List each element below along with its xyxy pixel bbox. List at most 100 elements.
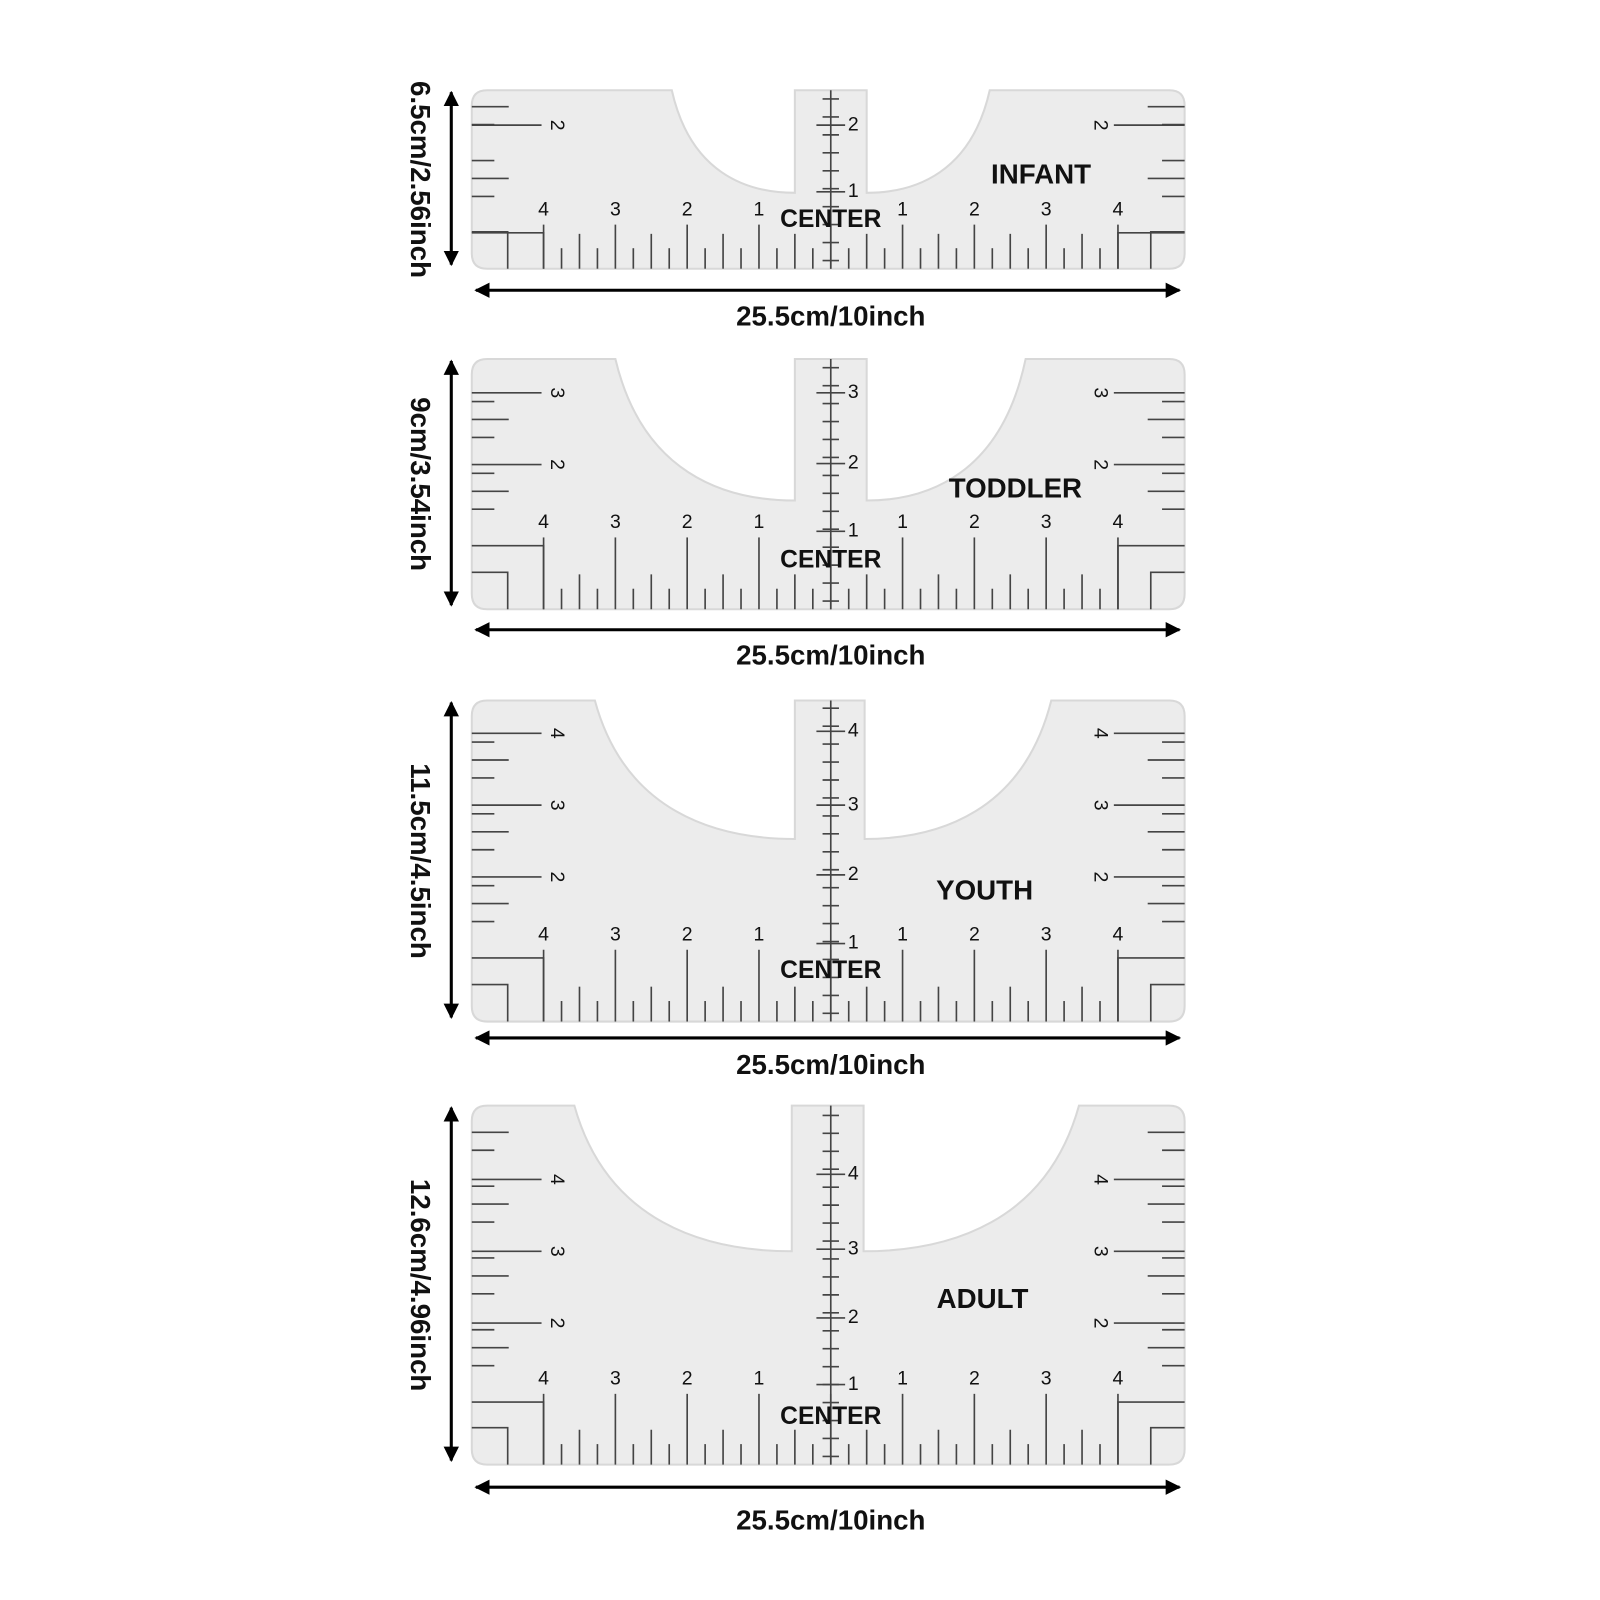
height-label: 9cm/3.54inch bbox=[405, 397, 436, 571]
corner-bracket bbox=[1149, 983, 1185, 1022]
corner-bracket bbox=[1149, 230, 1185, 269]
scale-number: 1 bbox=[897, 198, 908, 220]
scale-number: 4 bbox=[1113, 1368, 1124, 1390]
height-label: 11.5cm/4.5inch bbox=[405, 763, 436, 958]
scale-number: 4 bbox=[538, 924, 549, 946]
center-number: 1 bbox=[848, 180, 859, 202]
side-number: 3 bbox=[546, 800, 568, 811]
scale-number: 1 bbox=[754, 1368, 765, 1390]
scale-number: 4 bbox=[1113, 924, 1124, 946]
center-number: 3 bbox=[848, 1237, 859, 1259]
corner-bracket bbox=[1117, 957, 1185, 1022]
scale-number: 3 bbox=[1041, 198, 1052, 220]
side-number: 3 bbox=[1089, 1246, 1111, 1257]
side-number: 2 bbox=[546, 1318, 568, 1329]
center-label: CENTER bbox=[780, 206, 881, 233]
size-name: ADULT bbox=[937, 1283, 1029, 1314]
center-number: 4 bbox=[848, 1162, 859, 1184]
center-number: 1 bbox=[848, 932, 859, 954]
scale-number: 1 bbox=[754, 511, 765, 533]
scale-number: 1 bbox=[897, 511, 908, 533]
width-label: 25.5cm/10inch bbox=[736, 640, 925, 671]
center-label: CENTER bbox=[780, 1403, 881, 1430]
ruler: 4 4 3 3 2 2 1 2 3 4 4 3 2 1 1 2 3 4 CENTER ADULT 12.6cm/4.96… bbox=[405, 1104, 1186, 1535]
center-number: 4 bbox=[848, 719, 859, 741]
center-label: CENTER bbox=[780, 957, 881, 984]
scale-number: 4 bbox=[1113, 198, 1124, 220]
ruler-body bbox=[470, 699, 1186, 1023]
scale-number: 2 bbox=[682, 511, 693, 533]
scale-number: 2 bbox=[682, 198, 693, 220]
scale-number: 3 bbox=[1041, 924, 1052, 946]
width-label: 25.5cm/10inch bbox=[736, 300, 925, 331]
side-number: 3 bbox=[546, 1246, 568, 1257]
scale-number: 1 bbox=[897, 924, 908, 946]
side-number: 2 bbox=[1089, 459, 1111, 470]
center-number: 2 bbox=[848, 1306, 859, 1328]
side-number: 4 bbox=[1089, 1174, 1111, 1185]
center-number: 1 bbox=[848, 519, 859, 541]
ruler-body bbox=[470, 357, 1186, 611]
corner-bracket bbox=[471, 571, 509, 610]
scale-number: 1 bbox=[754, 198, 765, 220]
side-number: 4 bbox=[546, 1174, 568, 1185]
corner-bracket bbox=[1149, 571, 1185, 610]
scale-number: 3 bbox=[1041, 1368, 1052, 1390]
center-number: 2 bbox=[848, 863, 859, 885]
scale-number: 3 bbox=[1041, 511, 1052, 533]
width-label: 25.5cm/10inch bbox=[736, 1504, 925, 1535]
scale-number: 3 bbox=[610, 1368, 621, 1390]
size-name: INFANT bbox=[991, 159, 1091, 190]
corner-bracket bbox=[471, 957, 545, 1022]
ruler: 2 2 1 2 4 3 2 1 1 2 3 4 CENTER INFANT 6.5cm/2.56inch 25… bbox=[405, 81, 1186, 331]
corner-bracket bbox=[471, 983, 509, 1022]
side-number: 2 bbox=[546, 120, 568, 131]
corner-bracket bbox=[471, 544, 545, 610]
scale-number: 2 bbox=[969, 198, 980, 220]
center-number: 2 bbox=[848, 452, 859, 474]
ruler: 3 3 2 2 1 2 3 4 3 2 1 1 2 3 4 CENTER TODDLER 9cm/3.54inch… bbox=[405, 357, 1186, 671]
scale-number: 4 bbox=[538, 1368, 549, 1390]
scale-number: 2 bbox=[682, 1368, 693, 1390]
scale-number: 3 bbox=[610, 511, 621, 533]
corner-bracket bbox=[471, 230, 509, 269]
corner-bracket bbox=[1117, 231, 1185, 269]
corner-bracket bbox=[1149, 1426, 1185, 1465]
side-number: 2 bbox=[1089, 120, 1111, 131]
size-name: YOUTH bbox=[936, 875, 1033, 906]
side-number: 2 bbox=[546, 872, 568, 883]
scale-number: 4 bbox=[538, 198, 549, 220]
scale-number: 4 bbox=[538, 511, 549, 533]
scale-number: 3 bbox=[610, 198, 621, 220]
side-number: 4 bbox=[1089, 728, 1111, 739]
corner-bracket bbox=[471, 1426, 509, 1465]
corner-bracket bbox=[471, 231, 545, 269]
scale-number: 2 bbox=[969, 1368, 980, 1390]
scale-number: 2 bbox=[682, 924, 693, 946]
side-number: 2 bbox=[1089, 1318, 1111, 1329]
center-label: CENTER bbox=[780, 547, 881, 574]
center-number: 3 bbox=[848, 793, 859, 815]
corner-bracket bbox=[1117, 544, 1185, 610]
side-number: 4 bbox=[546, 728, 568, 739]
center-number: 2 bbox=[848, 113, 859, 135]
center-number: 3 bbox=[848, 381, 859, 403]
ruler-body bbox=[470, 1104, 1186, 1466]
side-number: 2 bbox=[546, 459, 568, 470]
scale-number: 1 bbox=[897, 1368, 908, 1390]
side-number: 2 bbox=[1089, 872, 1111, 883]
height-label: 12.6cm/4.96inch bbox=[405, 1179, 436, 1391]
side-number: 3 bbox=[1089, 387, 1111, 398]
height-label: 6.5cm/2.56inch bbox=[405, 81, 436, 278]
center-number: 1 bbox=[848, 1373, 859, 1395]
scale-number: 3 bbox=[610, 924, 621, 946]
side-number: 3 bbox=[546, 387, 568, 398]
corner-bracket bbox=[471, 1401, 545, 1465]
side-number: 3 bbox=[1089, 800, 1111, 811]
scale-number: 2 bbox=[969, 511, 980, 533]
ruler: 4 4 3 3 2 2 1 2 3 4 4 3 2 1 1 2 3 4 CENTER YOUTH 11.5cm/4.5i… bbox=[405, 699, 1186, 1080]
corner-bracket bbox=[1117, 1401, 1185, 1465]
scale-number: 4 bbox=[1113, 511, 1124, 533]
